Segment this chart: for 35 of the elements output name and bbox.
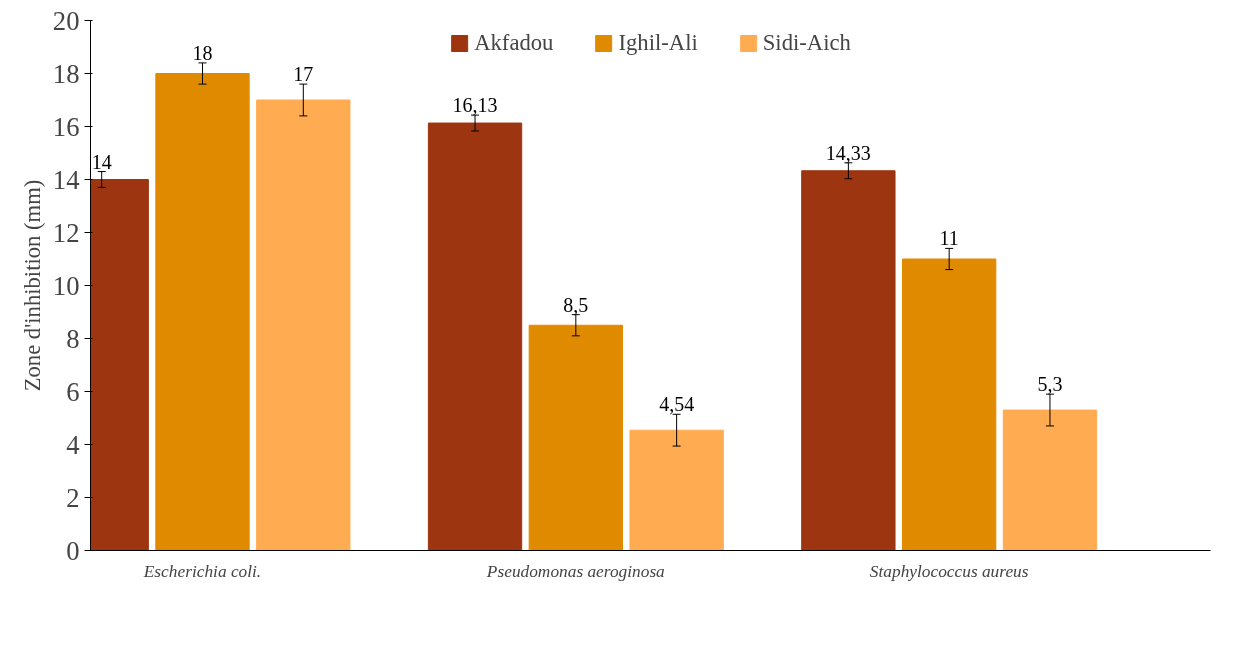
y-tick-label: 14 — [52, 164, 80, 195]
y-tick-label: 20 — [52, 5, 80, 36]
data-label: 18 — [192, 41, 213, 64]
y-tick-label: 6 — [66, 376, 80, 407]
bar — [427, 122, 523, 551]
y-axis-title: Zone d'inhibition (mm) — [19, 179, 45, 392]
legend-label: Ighil-Ali — [618, 30, 698, 56]
data-label: 17 — [293, 63, 314, 86]
y-tick-label: 8 — [66, 323, 80, 354]
bar — [528, 324, 623, 551]
y-tick-label: 2 — [66, 482, 80, 513]
legend-label: Akfadou — [474, 30, 554, 56]
data-label: 4,54 — [659, 393, 695, 416]
data-label: 11 — [939, 227, 959, 250]
legend-label: Sidi-Aich — [762, 30, 851, 56]
data-label: 16,13 — [452, 94, 498, 117]
y-tick-label: 0 — [66, 535, 80, 566]
y-tick-label: 18 — [52, 58, 80, 89]
bar — [155, 73, 250, 551]
y-tick-label: 4 — [66, 429, 80, 460]
x-tick-label: Escherichia coli. — [142, 561, 262, 581]
data-label: 14 — [91, 150, 112, 173]
bar — [629, 429, 724, 551]
x-tick-label: Staphylococcus aureus — [869, 561, 1029, 581]
data-label: 8,5 — [563, 293, 589, 316]
data-label: 14,33 — [825, 141, 871, 164]
bar — [1002, 409, 1098, 551]
data-label: 5,3 — [1037, 373, 1063, 396]
y-tick-label: 10 — [52, 270, 80, 301]
bar — [902, 258, 997, 551]
y-tick-label: 12 — [52, 217, 80, 248]
y-tick-label: 16 — [52, 111, 80, 142]
bar — [801, 170, 896, 551]
x-tick-label: Pseudomonas aeroginosa — [485, 561, 666, 581]
bar — [256, 99, 351, 551]
